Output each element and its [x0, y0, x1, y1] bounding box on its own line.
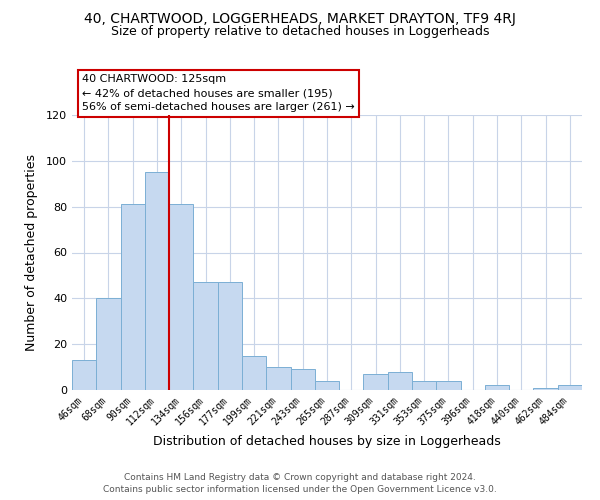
Bar [315, 381, 339, 390]
Bar [266, 367, 290, 390]
Bar [145, 172, 169, 390]
Bar [72, 360, 96, 390]
Bar [218, 282, 242, 390]
Bar [96, 298, 121, 390]
Bar [169, 204, 193, 390]
Text: Contains HM Land Registry data © Crown copyright and database right 2024.: Contains HM Land Registry data © Crown c… [124, 472, 476, 482]
Bar [436, 381, 461, 390]
Text: 40 CHARTWOOD: 125sqm
← 42% of detached houses are smaller (195)
56% of semi-deta: 40 CHARTWOOD: 125sqm ← 42% of detached h… [82, 74, 355, 112]
Text: 40, CHARTWOOD, LOGGERHEADS, MARKET DRAYTON, TF9 4RJ: 40, CHARTWOOD, LOGGERHEADS, MARKET DRAYT… [84, 12, 516, 26]
X-axis label: Distribution of detached houses by size in Loggerheads: Distribution of detached houses by size … [153, 435, 501, 448]
Bar [242, 356, 266, 390]
Text: Size of property relative to detached houses in Loggerheads: Size of property relative to detached ho… [111, 25, 489, 38]
Bar [533, 388, 558, 390]
Y-axis label: Number of detached properties: Number of detached properties [25, 154, 38, 351]
Bar [193, 282, 218, 390]
Bar [290, 370, 315, 390]
Bar [121, 204, 145, 390]
Bar [412, 381, 436, 390]
Bar [364, 374, 388, 390]
Bar [388, 372, 412, 390]
Bar [485, 386, 509, 390]
Text: Contains public sector information licensed under the Open Government Licence v3: Contains public sector information licen… [103, 485, 497, 494]
Bar [558, 386, 582, 390]
